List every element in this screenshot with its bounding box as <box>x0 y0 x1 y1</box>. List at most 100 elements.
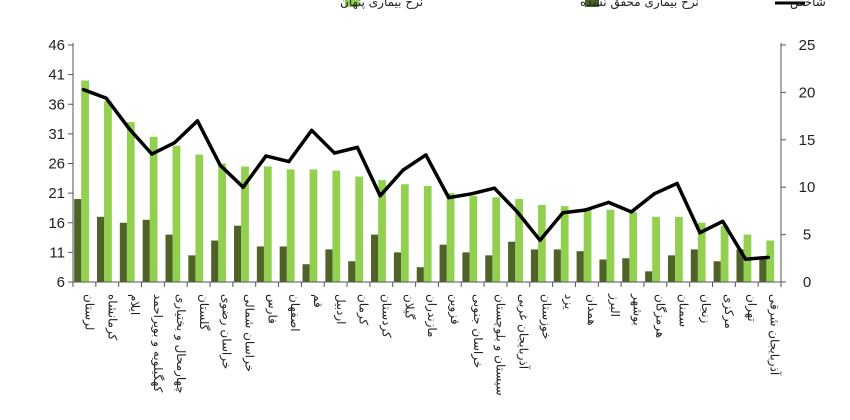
bar-unrealized-rate <box>371 234 379 282</box>
bar-unrealized-rate <box>234 225 242 282</box>
category-label: اصفهان <box>288 294 302 332</box>
legend-label: نرخ بیماری پنهان <box>340 0 423 10</box>
index-point <box>401 168 405 172</box>
left-tick-label: 46 <box>48 37 65 54</box>
left-tick-label: 16 <box>48 215 65 232</box>
bar-hidden-rate <box>332 170 341 282</box>
bar-unrealized-rate <box>462 252 470 282</box>
bar-hidden-rate <box>309 169 318 282</box>
category-label: البرز <box>607 293 622 317</box>
bar-hidden-rate <box>697 222 706 282</box>
bar-unrealized-rate <box>393 252 401 282</box>
bar-unrealized-rate <box>667 255 676 282</box>
bar-hidden-rate <box>218 163 227 282</box>
bar-unrealized-rate <box>74 199 82 282</box>
bar-unrealized-rate <box>713 261 721 282</box>
bar-hidden-rate <box>537 204 546 282</box>
bar-unrealized-rate <box>416 267 424 282</box>
index-point <box>332 151 337 155</box>
bar-hidden-rate <box>560 206 569 282</box>
category-label: خراسان جنوبی <box>470 294 485 368</box>
category-label: کرمانشاه <box>104 294 119 341</box>
category-label: زنجان <box>698 294 713 324</box>
right-tick-label: 15 <box>799 132 816 149</box>
bar-unrealized-rate <box>599 259 607 282</box>
bar-hidden-rate <box>583 207 592 282</box>
bar-hidden-rate <box>469 196 478 282</box>
index-point <box>469 192 474 196</box>
category-label: فارس <box>264 294 279 324</box>
index-point <box>698 231 702 235</box>
bar-unrealized-rate <box>690 249 698 282</box>
category-label: کردستان <box>378 294 393 338</box>
bar-hidden-rate <box>652 216 660 282</box>
left-axis-ticks: 6 11 16 21 26 31 36 41 46 <box>48 37 73 291</box>
legend-label: نرخ بیماری محقق نشده <box>580 0 699 10</box>
bar-unrealized-rate <box>142 219 150 282</box>
index-point <box>104 96 108 100</box>
category-label: کرمان <box>356 294 371 326</box>
index-point <box>721 219 725 223</box>
index-point <box>766 255 771 259</box>
index-point <box>195 119 200 123</box>
bar-unrealized-rate <box>759 259 767 282</box>
index-point <box>447 196 451 200</box>
category-label: لرستان <box>82 294 97 330</box>
bar-hidden-rate <box>378 180 386 282</box>
index-point <box>378 194 382 198</box>
bar-unrealized-rate <box>439 244 447 282</box>
bar-unrealized-rate <box>211 240 219 282</box>
category-label: قم <box>311 294 325 308</box>
bar-hidden-rate <box>81 80 89 282</box>
bar-unrealized-rate <box>553 249 561 282</box>
bar-unrealized-rate <box>119 222 127 282</box>
bars <box>74 80 775 283</box>
category-label: سیستان و بلوچستان <box>493 294 508 396</box>
legend: نرخ بیماری پنهان نرخ بیماری محقق نشده شاخص <box>340 0 826 10</box>
category-label: چهارمحال و بختیاری <box>173 294 188 394</box>
index-point <box>561 211 565 215</box>
category-label: آذربایجان شرقی <box>767 294 783 376</box>
index-point <box>424 153 428 157</box>
bar-hidden-rate <box>766 240 775 282</box>
bar-hidden-rate <box>492 197 501 282</box>
bar-hidden-rate <box>606 209 615 282</box>
index-point <box>264 154 268 158</box>
category-label: سمنان <box>676 294 690 327</box>
bar-hidden-rate <box>515 199 523 282</box>
category-label: خراسان شمالی <box>241 294 256 372</box>
category-label: آذربایجان غربی <box>515 294 531 370</box>
bar-hidden-rate <box>172 145 181 282</box>
index-point <box>629 210 634 214</box>
category-label: کهگیلویه و بویراحمد <box>150 294 165 393</box>
right-axis-ticks: 0 5 10 15 20 25 <box>781 37 815 291</box>
bar-hidden-rate <box>675 216 683 282</box>
category-label: همدان <box>585 294 599 326</box>
bar-hidden-rate <box>263 166 272 282</box>
bar-hidden-rate <box>104 101 112 282</box>
bar-hidden-rate <box>126 122 135 283</box>
bar-unrealized-rate <box>348 261 356 282</box>
bar-hidden-rate <box>720 225 729 282</box>
index-point <box>241 185 245 189</box>
bar-unrealized-rate <box>325 249 333 282</box>
bar-hidden-rate <box>149 136 158 282</box>
index-point <box>538 238 542 242</box>
left-tick-label: 6 <box>57 274 65 291</box>
index-point <box>173 141 177 145</box>
axes <box>72 43 782 287</box>
bar-unrealized-rate <box>165 234 173 282</box>
category-label: گیلان <box>402 294 416 320</box>
bar-unrealized-rate <box>188 255 196 282</box>
index-point <box>515 210 519 214</box>
index-point <box>218 163 222 167</box>
category-label: یزد <box>561 294 576 309</box>
left-tick-label: 11 <box>49 244 65 261</box>
index-point <box>675 181 679 186</box>
bar-hidden-rate <box>423 186 432 282</box>
index-point <box>310 128 314 132</box>
bar-hidden-rate <box>446 193 455 282</box>
category-label: مرکزی <box>721 294 736 329</box>
index-point <box>287 160 291 164</box>
